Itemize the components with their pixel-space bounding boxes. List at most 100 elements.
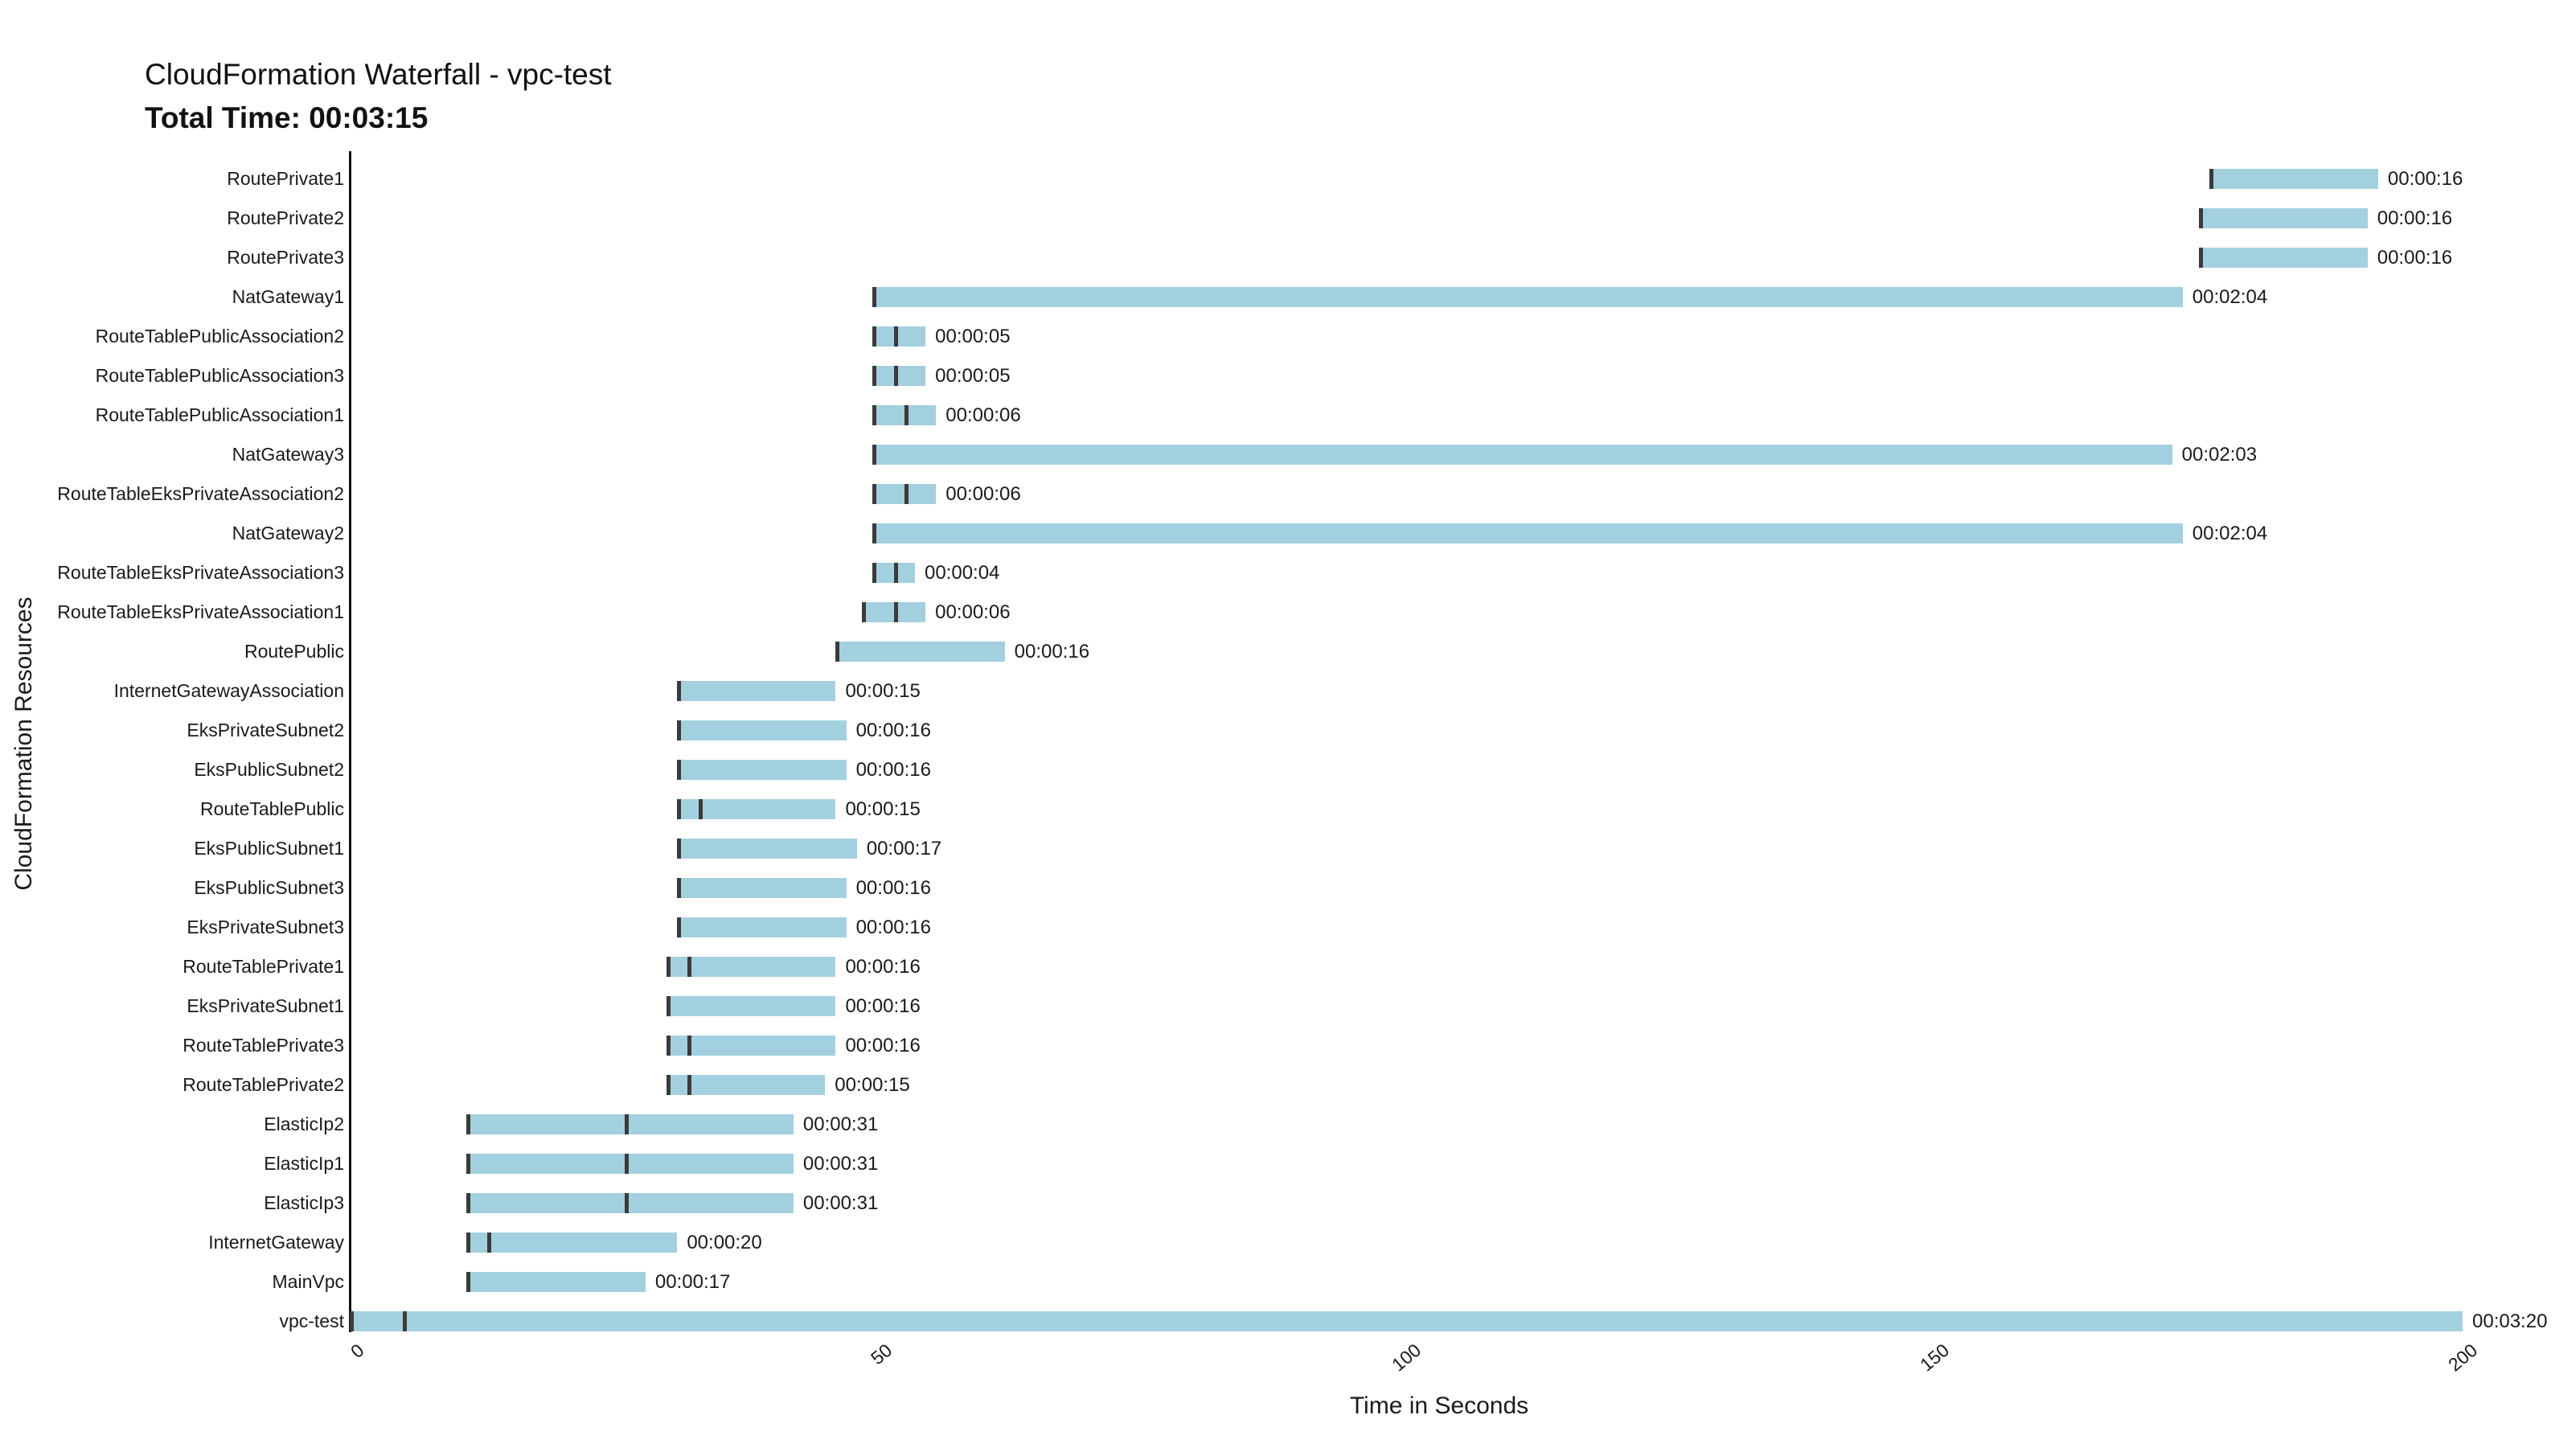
y-axis-label: RoutePrivate1 (227, 167, 344, 189)
bar-start-marker (466, 1153, 470, 1174)
resource-duration-bar (2198, 247, 2368, 268)
resource-duration-bar (872, 483, 937, 504)
bar-mid-marker (486, 1232, 491, 1253)
y-axis-label: RoutePublic (244, 640, 344, 662)
duration-label: 00:00:20 (687, 1231, 762, 1253)
x-axis-tick-label: 50 (867, 1339, 896, 1369)
y-axis-label: EksPublicSubnet2 (194, 758, 344, 780)
bar-mid-marker (687, 1074, 692, 1095)
resource-duration-bar (872, 286, 2183, 307)
x-axis-tick-label: 100 (1387, 1339, 1425, 1376)
duration-label: 00:00:16 (855, 719, 931, 741)
y-axis-label: RouteTablePublicAssociation3 (95, 364, 344, 386)
y-axis-label: MainVpc (272, 1270, 344, 1292)
bar-start-marker (677, 680, 682, 701)
y-axis-label: EksPrivateSubnet1 (187, 995, 344, 1016)
y-axis-label: RouteTableEksPrivateAssociation3 (57, 561, 344, 583)
duration-label: 00:00:16 (1014, 640, 1090, 662)
bar-start-marker (677, 917, 682, 937)
bar-start-marker (862, 601, 867, 622)
bar-mid-marker (893, 601, 898, 622)
bar-start-marker (466, 1114, 470, 1134)
bar-start-marker (2198, 207, 2203, 228)
bar-start-marker (2198, 247, 2203, 268)
resource-duration-bar (667, 995, 836, 1016)
duration-label: 00:00:06 (945, 404, 1021, 426)
resource-duration-bar (466, 1271, 646, 1292)
duration-label: 00:00:04 (924, 561, 1000, 584)
chart-title: CloudFormation Waterfall - vpc-test (145, 58, 612, 91)
resource-duration-bar (667, 1074, 826, 1095)
y-axis-label: ElasticIp2 (264, 1113, 344, 1134)
resource-duration-bar (872, 444, 2172, 465)
resource-duration-bar (872, 404, 937, 425)
duration-label: 00:00:05 (935, 364, 1011, 387)
bar-start-marker (872, 483, 877, 504)
resource-duration-bar (677, 798, 836, 819)
resource-duration-bar (872, 562, 915, 583)
bar-start-marker (872, 286, 877, 307)
x-axis-tick-label: 150 (1915, 1339, 1953, 1376)
resource-duration-bar (2209, 168, 2378, 189)
bar-start-marker (350, 1310, 354, 1331)
bar-start-marker (667, 956, 671, 977)
y-axis-label: RouteTablePrivate2 (183, 1073, 344, 1095)
resource-duration-bar (466, 1153, 794, 1174)
resource-duration-bar (677, 680, 836, 701)
bar-start-marker (677, 720, 682, 740)
y-axis-label: RouteTablePrivate1 (183, 955, 344, 977)
bar-mid-marker (402, 1310, 407, 1331)
bar-mid-marker (893, 562, 898, 583)
y-axis-label: NatGateway1 (232, 285, 344, 307)
bar-start-marker (872, 523, 877, 543)
duration-label: 00:00:16 (2377, 246, 2453, 269)
resource-duration-bar (2198, 207, 2368, 228)
y-axis-label: RouteTablePublicAssociation1 (95, 404, 344, 425)
y-axis-label: InternetGateway (208, 1231, 344, 1253)
duration-label: 00:00:31 (802, 1192, 879, 1214)
duration-label: 00:00:16 (855, 876, 931, 899)
y-axis-label: RouteTableEksPrivateAssociation1 (57, 601, 344, 622)
resource-duration-bar (835, 641, 1005, 662)
y-axis-label: vpc-test (279, 1310, 344, 1331)
duration-label: 00:00:15 (845, 679, 921, 702)
y-axis-label: RouteTableEksPrivateAssociation2 (57, 482, 344, 504)
duration-label: 00:00:05 (935, 325, 1011, 347)
resource-duration-bar (862, 601, 926, 622)
y-axis-label: InternetGatewayAssociation (113, 679, 344, 701)
bar-mid-marker (624, 1114, 629, 1134)
duration-label: 00:00:16 (845, 995, 921, 1017)
bar-start-marker (872, 444, 877, 465)
duration-label: 00:02:03 (2181, 443, 2258, 466)
y-axis-label: RouteTablePrivate3 (183, 1034, 344, 1056)
resource-duration-bar (677, 720, 847, 740)
duration-label: 00:00:16 (2387, 167, 2463, 190)
bar-start-marker (835, 641, 840, 662)
y-axis-label: EksPrivateSubnet2 (187, 719, 344, 740)
y-axis-label: RoutePrivate3 (227, 246, 344, 268)
chart-subtitle: Total Time: 00:03:15 (145, 101, 429, 134)
duration-label: 00:00:06 (945, 482, 1021, 505)
bar-mid-marker (698, 798, 703, 819)
y-axis-label: EksPrivateSubnet3 (187, 916, 344, 937)
resource-duration-bar (872, 523, 2183, 543)
bar-start-marker (677, 798, 682, 819)
bar-start-marker (667, 1074, 671, 1095)
resource-duration-bar (466, 1192, 794, 1213)
duration-label: 00:00:17 (654, 1270, 731, 1293)
y-axis-label: RouteTablePublicAssociation2 (95, 325, 344, 347)
bar-mid-marker (893, 326, 898, 347)
resource-duration-bar (677, 838, 857, 859)
bar-mid-marker (687, 1035, 692, 1056)
bar-mid-marker (624, 1192, 629, 1213)
resource-duration-bar (677, 917, 847, 937)
y-axis-label: NatGateway2 (232, 522, 344, 543)
duration-label: 00:00:16 (855, 916, 931, 938)
bar-start-marker (677, 877, 682, 898)
bar-mid-marker (893, 365, 898, 386)
duration-label: 00:00:15 (845, 798, 921, 820)
resource-duration-bar (350, 1310, 2463, 1331)
resource-duration-bar (667, 956, 836, 977)
bar-start-marker (667, 1035, 671, 1056)
